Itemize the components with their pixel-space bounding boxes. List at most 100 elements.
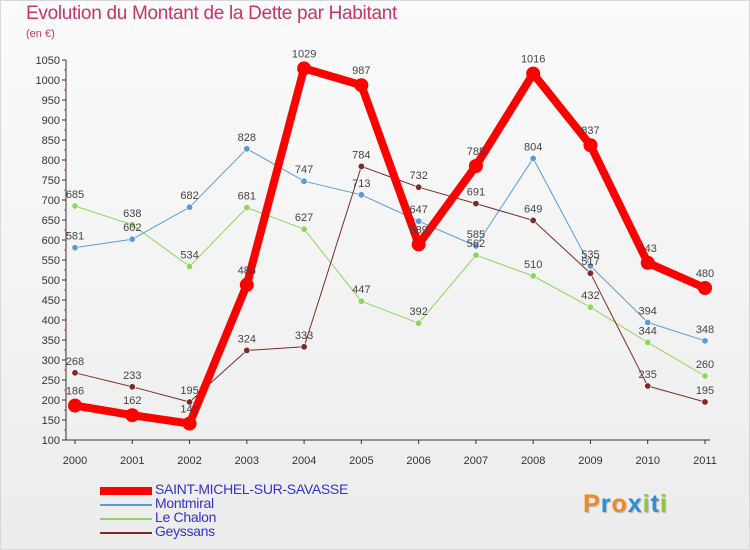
data-point xyxy=(243,346,251,354)
y-tick-label: 550 xyxy=(42,255,60,267)
y-tick-label: 500 xyxy=(42,275,60,287)
data-label: 691 xyxy=(467,187,485,199)
data-label: 785 xyxy=(467,146,485,158)
data-label: 828 xyxy=(238,132,256,144)
y-tick-label: 450 xyxy=(42,295,60,307)
x-tick-label: 2002 xyxy=(177,455,201,467)
data-label: 585 xyxy=(467,229,485,241)
data-point xyxy=(300,343,308,351)
data-label: 562 xyxy=(467,238,485,250)
chart-title: Evolution du Montant de la Dette par Hab… xyxy=(26,3,397,24)
data-point xyxy=(472,242,480,250)
data-point xyxy=(586,262,594,270)
legend-swatch xyxy=(100,518,152,520)
x-tick-label: 2008 xyxy=(521,455,545,467)
proxiti-logo: Proxiti xyxy=(583,490,668,519)
data-point xyxy=(529,272,537,280)
y-tick-label: 350 xyxy=(42,335,60,347)
chart-axes: 100 150 200 250 300 350 400 450 500 550 600 650 700 7… xyxy=(36,55,717,467)
data-label: 627 xyxy=(295,212,313,224)
data-label: 581 xyxy=(66,231,84,243)
legend-swatch xyxy=(100,532,152,534)
data-point xyxy=(357,297,365,305)
data-label: 141 xyxy=(180,404,198,416)
y-tick-label: 250 xyxy=(42,375,60,387)
data-label: 392 xyxy=(409,306,427,318)
data-point xyxy=(71,244,79,252)
data-point xyxy=(128,383,136,391)
data-point xyxy=(415,319,423,327)
data-label: 447 xyxy=(352,284,370,296)
logo-letter: x xyxy=(627,490,643,518)
data-label: 534 xyxy=(180,249,198,261)
data-point xyxy=(415,183,423,191)
data-label: 517 xyxy=(581,256,599,268)
chart-data-labels: 186 162 141 488 1029 987 589 785 1016 837 543 480 58… xyxy=(66,48,714,415)
series-line xyxy=(71,64,709,428)
data-label: 638 xyxy=(123,208,141,220)
data-label: 647 xyxy=(409,204,427,216)
data-point xyxy=(357,162,365,170)
logo-letter: o xyxy=(611,490,628,518)
y-tick-label: 900 xyxy=(42,115,60,127)
series-line xyxy=(74,148,706,342)
x-tick-label: 2009 xyxy=(578,455,602,467)
x-tick-label: 2005 xyxy=(349,455,373,467)
data-point xyxy=(526,66,541,81)
logo-letter: i xyxy=(642,490,651,518)
data-point xyxy=(182,416,197,431)
data-point xyxy=(472,251,480,259)
data-label: 535 xyxy=(581,249,599,261)
x-tick-label: 2000 xyxy=(63,455,87,467)
data-point xyxy=(586,303,594,311)
data-label: 233 xyxy=(123,370,141,382)
legend-label: Geyssans xyxy=(155,523,215,539)
logo-letter: P xyxy=(583,490,601,518)
data-label: 348 xyxy=(696,324,714,336)
y-tick-label: 300 xyxy=(42,355,60,367)
data-label: 333 xyxy=(295,330,313,342)
data-point xyxy=(640,255,655,270)
x-tick-label: 2004 xyxy=(292,455,316,467)
data-label: 344 xyxy=(639,325,657,337)
x-tick-label: 2011 xyxy=(693,455,717,467)
data-label: 235 xyxy=(639,369,657,381)
y-tick-label: 850 xyxy=(42,135,60,147)
data-label: 268 xyxy=(66,356,84,368)
chart-series xyxy=(68,61,712,431)
data-label: 804 xyxy=(524,141,542,153)
data-label: 713 xyxy=(352,178,370,190)
data-label: 747 xyxy=(295,164,313,176)
x-tick-label: 2006 xyxy=(406,455,430,467)
data-point xyxy=(297,61,312,76)
data-point xyxy=(186,398,194,406)
y-tick-label: 750 xyxy=(42,175,60,187)
data-label: 682 xyxy=(180,190,198,202)
data-point xyxy=(357,191,365,199)
data-label: 195 xyxy=(180,385,198,397)
y-tick-label: 100 xyxy=(42,435,60,447)
data-point xyxy=(644,318,652,326)
chart-unit: (en €) xyxy=(26,28,55,40)
y-tick-label: 800 xyxy=(42,155,60,167)
x-tick-label: 2007 xyxy=(464,455,488,467)
data-point xyxy=(128,235,136,243)
data-label: 186 xyxy=(66,386,84,398)
data-label: 394 xyxy=(639,305,657,317)
data-label: 784 xyxy=(352,149,370,161)
legend-label: Le Chalon xyxy=(155,509,217,525)
data-label: 162 xyxy=(123,395,141,407)
data-label: 589 xyxy=(409,224,427,236)
y-tick-label: 950 xyxy=(42,95,60,107)
data-label: 510 xyxy=(524,259,542,271)
data-label: 681 xyxy=(238,191,256,203)
data-point xyxy=(186,203,194,211)
data-point xyxy=(583,138,598,153)
data-label: 543 xyxy=(639,243,657,255)
logo-letter: i xyxy=(659,490,668,518)
data-label: 602 xyxy=(123,222,141,234)
data-point xyxy=(125,408,140,423)
y-tick-label: 200 xyxy=(42,395,60,407)
data-point xyxy=(354,78,369,93)
data-point xyxy=(71,202,79,210)
